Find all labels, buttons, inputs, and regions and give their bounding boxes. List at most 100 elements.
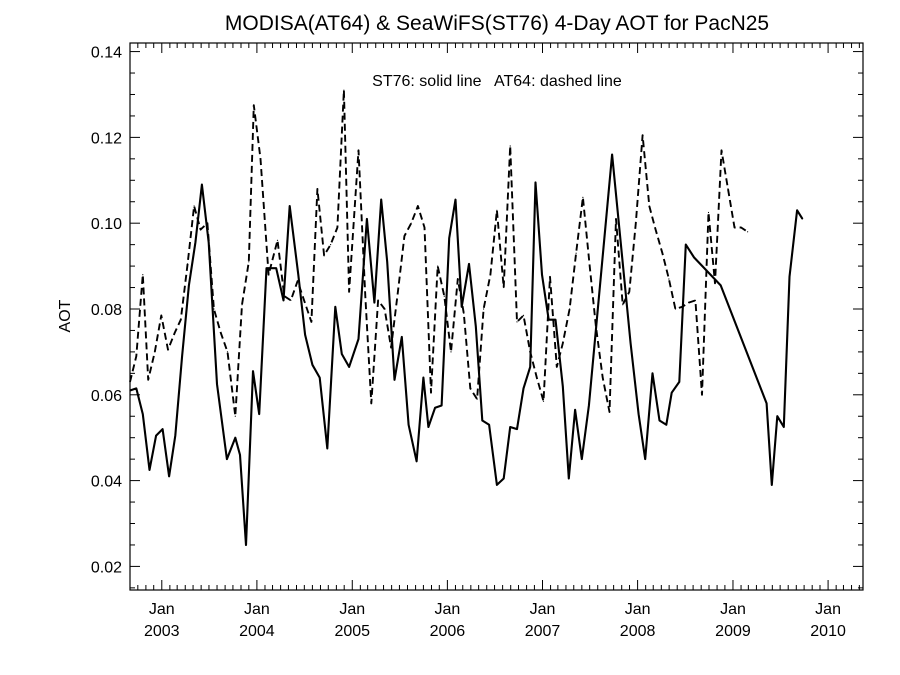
data-point-at64: [390, 347, 392, 349]
data-point-at64: [727, 188, 729, 190]
y-tick-label: 0.06: [91, 388, 122, 405]
data-point-st76: [638, 413, 640, 415]
data-point-st76: [341, 353, 343, 355]
data-point-at64: [595, 325, 597, 327]
y-axis-label: AOT: [57, 299, 74, 332]
data-point-st76: [475, 325, 477, 327]
y-tick-label: 0.10: [91, 216, 122, 233]
data-point-at64: [642, 134, 644, 136]
data-point-at64: [187, 263, 189, 265]
data-point-at64: [503, 286, 505, 289]
data-point-st76: [380, 199, 382, 201]
data-point-at64: [437, 265, 439, 267]
data-point-st76: [357, 338, 360, 340]
data-point-st76: [554, 319, 557, 321]
data-point-at64: [206, 222, 208, 224]
data-point-at64: [476, 398, 478, 400]
data-point-at64: [248, 261, 250, 263]
data-point-at64: [213, 308, 215, 310]
data-point-at64: [160, 314, 162, 316]
data-point-at64: [489, 274, 491, 276]
data-point-st76: [416, 460, 418, 462]
data-point-at64: [241, 304, 243, 306]
data-point-st76: [522, 387, 525, 389]
data-point-at64: [569, 308, 571, 310]
data-point-at64: [602, 377, 604, 379]
data-point-at64: [147, 379, 149, 381]
data-point-st76: [319, 377, 321, 379]
data-point-at64: [283, 295, 285, 297]
data-point-at64: [582, 196, 584, 198]
x-tick-label-year: 2009: [715, 623, 751, 640]
data-point-st76: [201, 184, 203, 186]
data-point-at64: [330, 244, 332, 246]
data-point-st76: [393, 379, 396, 381]
series-line-st76: [129, 153, 804, 547]
data-point-st76: [801, 218, 804, 220]
data-point-st76: [348, 366, 350, 368]
data-point-st76: [239, 454, 241, 456]
data-point-st76: [783, 426, 785, 428]
data-point-at64: [268, 274, 270, 276]
data-point-at64: [522, 314, 525, 316]
data-point-at64: [174, 332, 176, 334]
data-point-at64: [234, 415, 236, 417]
data-point-at64: [403, 235, 405, 237]
data-point-st76: [509, 426, 511, 428]
y-tick-label: 0.14: [91, 45, 122, 62]
data-point-at64: [648, 205, 650, 207]
data-point-at64: [549, 276, 551, 278]
data-point-at64: [364, 295, 366, 297]
data-point-at64: [733, 226, 736, 229]
legend-annotation: ST76: solid line AT64: dashed line: [372, 73, 622, 90]
data-point-st76: [644, 458, 646, 460]
data-point-st76: [562, 385, 564, 387]
data-point-st76: [630, 342, 632, 344]
data-point-at64: [707, 211, 710, 214]
y-tick-label: 0.12: [91, 130, 122, 147]
data-point-st76: [401, 336, 403, 338]
y-tick-label: 0.08: [91, 302, 122, 319]
x-tick-label-month: Jan: [339, 601, 365, 618]
data-point-st76: [216, 383, 218, 385]
data-point-at64: [575, 252, 577, 254]
data-point-st76: [234, 437, 236, 439]
data-point-at64: [135, 355, 137, 357]
data-point-st76: [581, 458, 583, 460]
x-tick-label-year: 2005: [334, 623, 370, 640]
data-point-st76: [503, 477, 505, 480]
data-point-st76: [142, 413, 144, 415]
data-point-at64: [747, 231, 749, 233]
data-point-at64: [701, 394, 703, 396]
data-point-at64: [714, 282, 716, 284]
x-tick-label-year: 2004: [239, 623, 275, 640]
data-point-st76: [481, 419, 483, 422]
data-point-st76: [366, 218, 368, 220]
x-tick-label-year: 2007: [525, 623, 561, 640]
series-layer: [129, 89, 804, 547]
data-point-st76: [658, 419, 661, 422]
x-tick-label-year: 2010: [810, 623, 846, 640]
data-point-at64: [509, 145, 511, 147]
axes: 0.02 0.04 0.06 0.08 0.10 0.12 0.14 Jan 2003 Jan 20…: [91, 43, 863, 640]
data-point-at64: [450, 351, 452, 353]
data-point-at64: [529, 351, 531, 353]
x-tick-label-year: 2006: [430, 623, 466, 640]
data-point-st76: [155, 435, 157, 437]
data-point-st76: [678, 381, 680, 383]
data-point-st76: [386, 261, 388, 263]
x-tick-label-year: 2008: [620, 623, 656, 640]
data-point-st76: [671, 392, 673, 394]
data-point-st76: [568, 477, 570, 480]
data-point-at64: [297, 280, 299, 282]
data-point-st76: [611, 153, 613, 156]
data-point-at64: [200, 229, 202, 231]
data-point-at64: [180, 319, 182, 321]
data-point-st76: [771, 484, 773, 486]
data-point-at64: [694, 299, 697, 301]
data-point-at64: [688, 302, 690, 304]
data-point-at64: [220, 332, 222, 334]
data-point-at64: [323, 254, 325, 256]
